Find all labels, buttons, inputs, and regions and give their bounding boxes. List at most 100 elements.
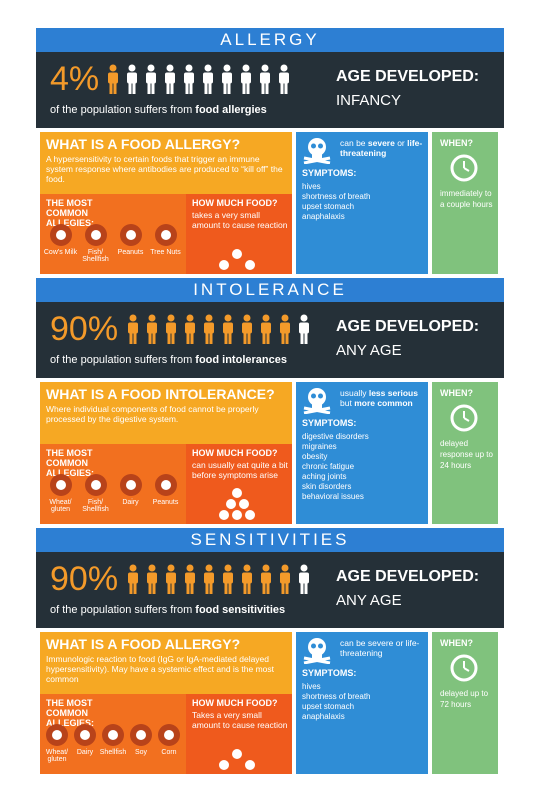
person-icon	[222, 64, 232, 94]
amount-box: HOW MUCH FOOD? Takes a very small amount …	[186, 694, 292, 774]
dot-icon	[245, 760, 255, 770]
person-icon	[147, 314, 157, 344]
section: INTOLERANCE 90% of the population suffers …	[36, 278, 504, 524]
when-box: WHEN? delayed response up to 24 hours	[432, 382, 498, 524]
when-label: WHEN?	[440, 138, 473, 148]
allergen-icon	[49, 474, 72, 496]
symptom: shortness of breath	[302, 692, 371, 701]
person-icon	[260, 64, 270, 94]
person-icon	[261, 314, 271, 344]
person-icon	[203, 64, 213, 94]
person-icon	[242, 564, 252, 594]
when-text: delayed response up to 24 hours	[440, 439, 493, 470]
symptom: upset stomach	[302, 202, 355, 211]
symptom: hives	[302, 182, 321, 191]
allergen-label: Wheat/ gluten	[49, 499, 72, 513]
population-bold: food sensitivities	[195, 604, 286, 616]
allergen-icon	[46, 724, 68, 746]
severity: can be severe or life-threatening	[340, 638, 424, 658]
question-box: WHAT IS A FOOD ALLERGY? Immunologic react…	[40, 632, 292, 774]
person-icon	[204, 314, 214, 344]
section-title: INTOLERANCE	[36, 278, 504, 302]
person-icon	[166, 564, 176, 594]
population-text: of the population suffers from food aller…	[50, 104, 267, 116]
when-text: delayed up to 72 hours	[440, 689, 489, 709]
dot-icon	[219, 510, 229, 520]
amount-label: HOW MUCH FOOD?	[192, 448, 278, 458]
person-icon	[280, 564, 290, 594]
person-icon	[242, 314, 252, 344]
person-icon	[166, 314, 176, 344]
question-box: WHAT IS A FOOD ALLERGY? A hypersensitivit…	[40, 132, 292, 274]
severity-part: but	[340, 388, 421, 408]
summary-panel: 90% of the population suffers from food se…	[36, 552, 504, 628]
age-label: AGE DEVELOPED:	[336, 318, 480, 335]
amount-label: HOW MUCH FOOD?	[192, 198, 278, 208]
allergen-label: Tree Nuts	[150, 249, 181, 256]
dot-icon	[245, 510, 255, 520]
summary-panel: 4% of the population suffers from food all…	[36, 52, 504, 128]
population-bold: food allergies	[195, 104, 267, 116]
person-icon	[184, 64, 194, 94]
person-icon	[147, 564, 157, 594]
person-icon	[299, 314, 309, 344]
dot-icon	[232, 510, 242, 520]
clock-icon	[450, 404, 478, 432]
allergen-icon	[154, 474, 177, 496]
allergen-icon	[84, 474, 107, 496]
amount-box: HOW MUCH FOOD? takes a very small amount …	[186, 194, 292, 274]
common-box: THE MOST COMMON ALLEGIES: Cow's Milk Fish/…	[40, 194, 186, 274]
section: SENSITIVITIES 90% of the population suffer…	[36, 528, 504, 774]
allergen-icon	[84, 224, 107, 246]
person-icon	[280, 314, 290, 344]
description: Immunologic reaction to food (IgG or IgA…	[46, 654, 275, 684]
age-label: AGE DEVELOPED:	[336, 68, 480, 85]
section-title: SENSITIVITIES	[36, 528, 504, 552]
dot-icon	[219, 260, 229, 270]
severity: can be severe or life-threatening	[340, 138, 424, 158]
allergen-icon	[49, 224, 72, 246]
person-icon	[241, 64, 251, 94]
symptom: aching joints	[302, 472, 347, 481]
allergen-icon	[74, 724, 96, 746]
population-text: of the population suffers from	[50, 354, 193, 366]
percent: 4%	[50, 60, 100, 98]
question: WHAT IS A FOOD ALLERGY?	[46, 636, 241, 652]
symptom: obesity	[302, 452, 328, 461]
dot-icon	[219, 760, 229, 770]
population-text: of the population suffers from food intol…	[50, 354, 287, 366]
symptom: behavioral issues	[302, 492, 364, 501]
allergen-label: Dairy	[76, 749, 94, 756]
allergen-icon	[158, 724, 180, 746]
dot-icon	[225, 499, 236, 509]
symptoms-box: usually less serious but more common SYMP…	[296, 382, 428, 524]
severity-part: less serious	[368, 388, 418, 398]
allergen-label: Fish/ Shellfish	[82, 249, 109, 263]
question-box: WHAT IS A FOOD INTOLERANCE? Where individ…	[40, 382, 292, 524]
allergen-label: Corn	[161, 749, 177, 756]
amount-box: HOW MUCH FOOD? can usually eat quite a bi…	[186, 444, 292, 524]
when-text: immediately to a couple hours	[440, 189, 493, 209]
common-box: THE MOST COMMON ALLEGIES: Wheat/ gluten Fi…	[40, 444, 186, 524]
symptoms-label: SYMPTOMS:	[302, 168, 357, 178]
when-label: WHEN?	[440, 388, 473, 398]
amount-text: can usually eat quite a bit before sympt…	[192, 460, 288, 480]
symptom: anaphalaxis	[302, 212, 345, 221]
severity-part: life-threatening	[340, 138, 423, 158]
person-icon	[127, 64, 137, 94]
common-label: THE MOST COMMON ALLEGIES:	[46, 198, 95, 228]
person-icon	[128, 564, 138, 594]
summary-panel: 90% of the population suffers from food in…	[36, 302, 504, 378]
allergen-icon	[119, 224, 142, 246]
amount-label: HOW MUCH FOOD?	[192, 698, 278, 708]
person-icon	[223, 314, 233, 344]
allergen-icon	[119, 474, 142, 496]
age-value: ANY AGE	[336, 342, 402, 359]
when-label: WHEN?	[440, 638, 473, 648]
person-icon	[204, 564, 214, 594]
severity-part: usually	[340, 388, 369, 398]
population-text: of the population suffers from	[50, 604, 193, 616]
common-label: THE MOST COMMON ALLEGIES:	[46, 448, 95, 478]
allergen-label: Soy	[134, 749, 148, 756]
allergen-icon	[102, 724, 124, 746]
